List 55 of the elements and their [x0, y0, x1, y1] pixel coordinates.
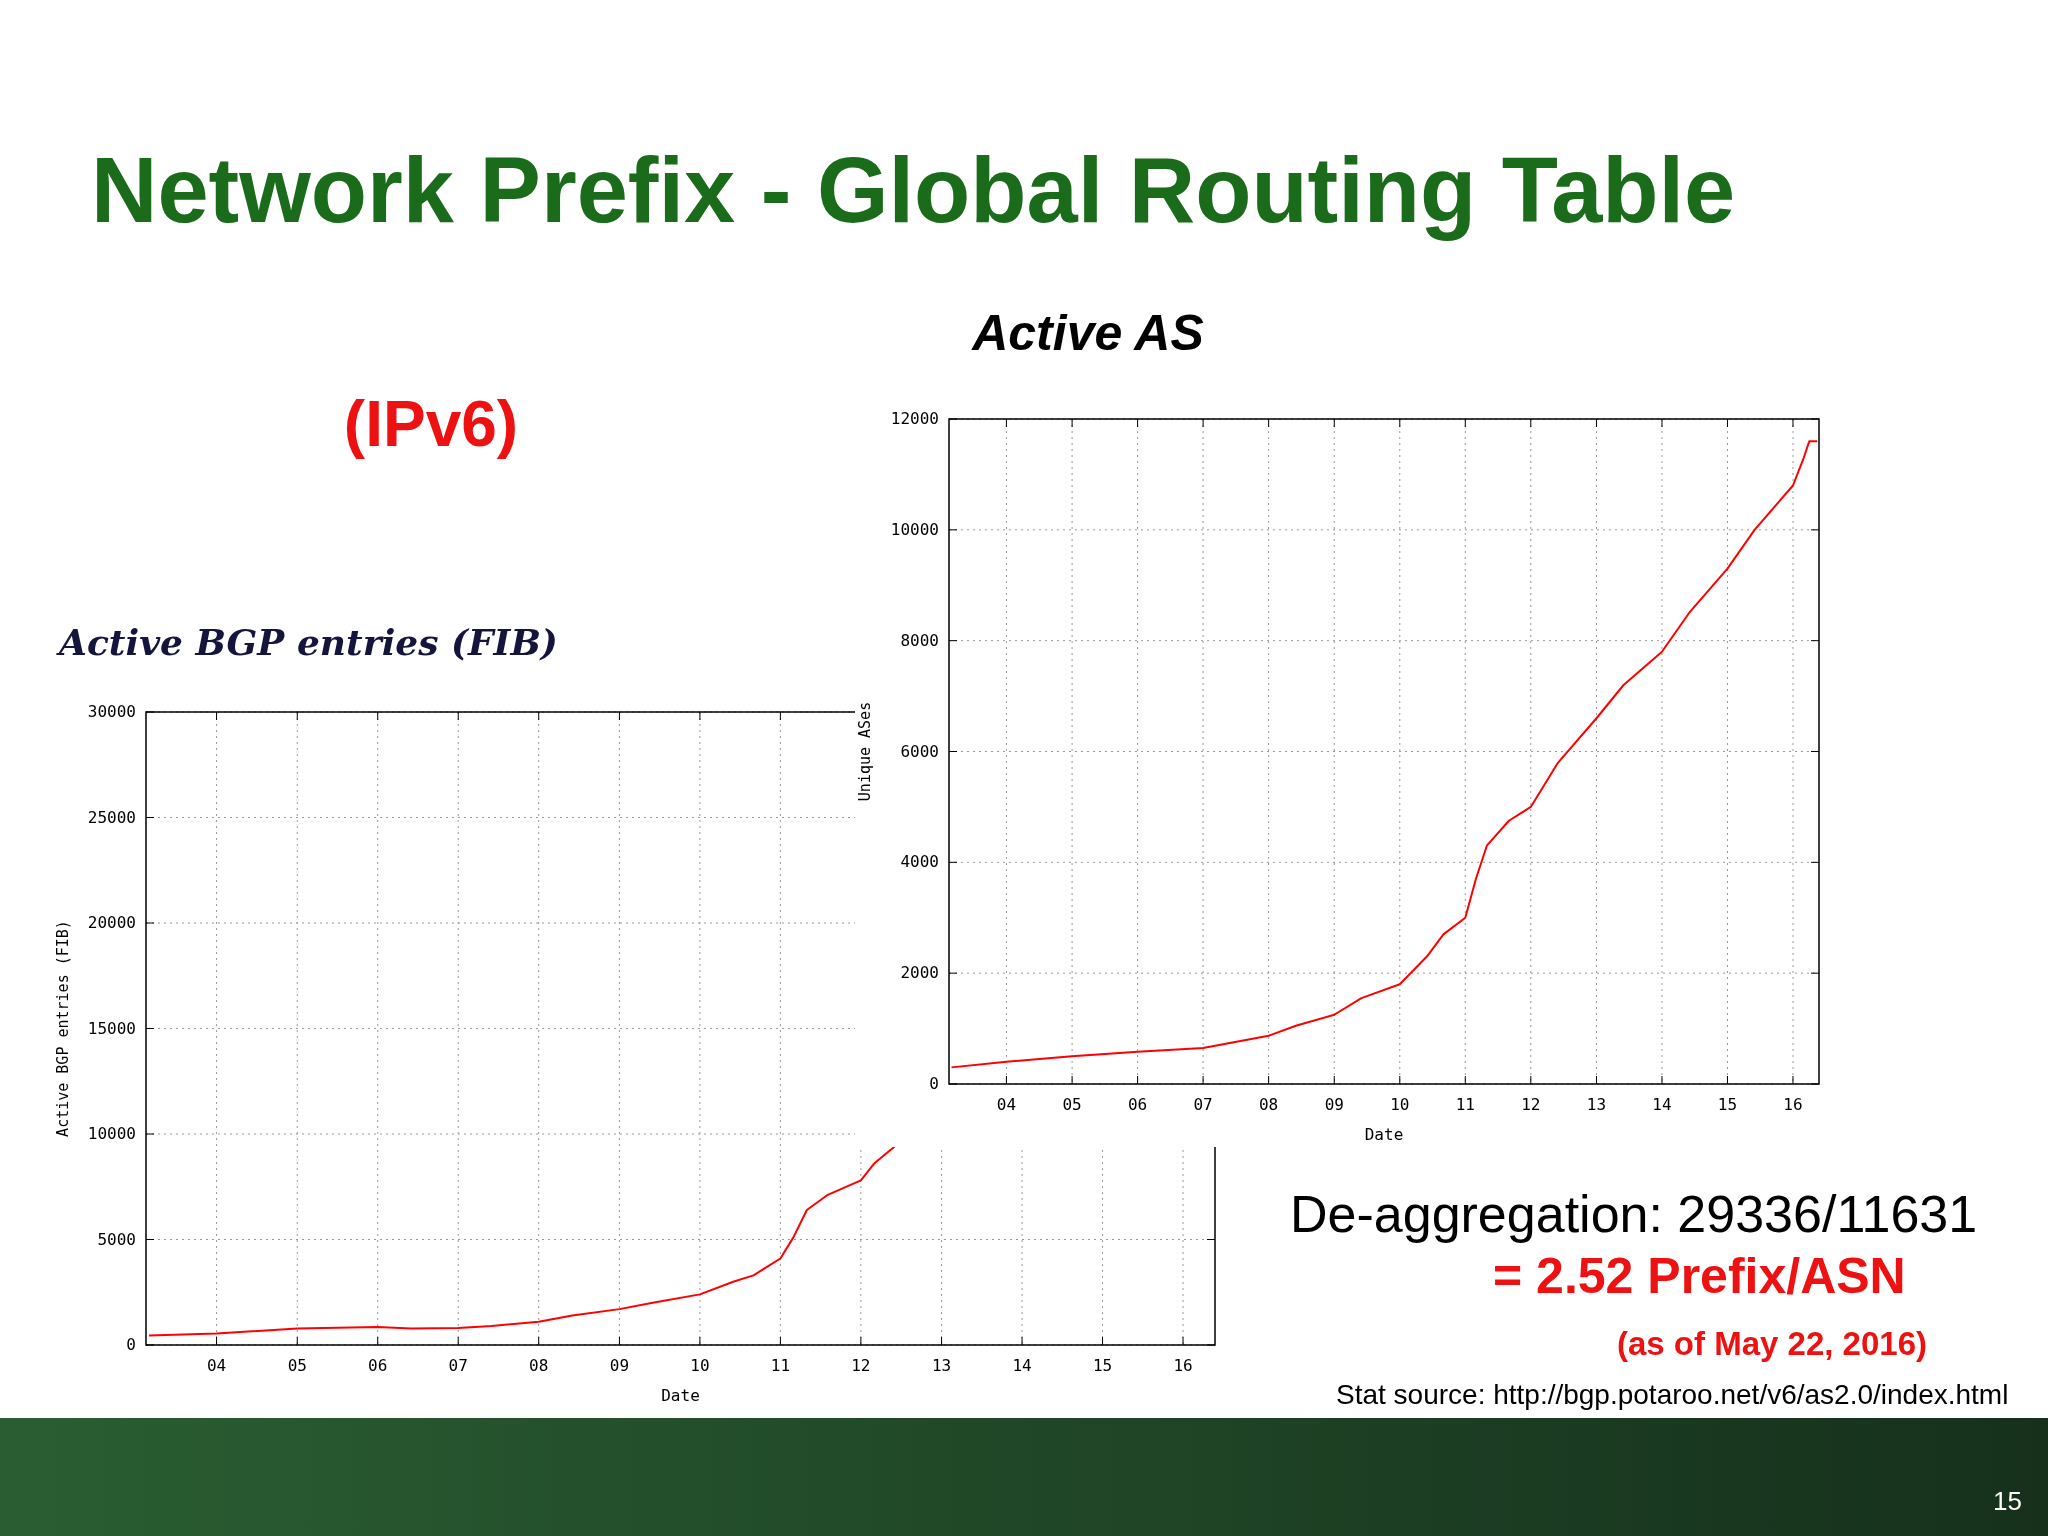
text: = 2.52 Prefix/ASN: [1493, 1248, 1906, 1304]
text: (as of May 22, 2016): [1617, 1325, 1927, 1362]
x-tick-label: 10: [1390, 1095, 1410, 1114]
line-series: [950, 440, 1819, 1069]
text: 15: [1993, 1486, 2022, 1516]
x-tick-label: 13: [1586, 1095, 1607, 1114]
y-tick-label: 10000: [890, 519, 939, 539]
y-tick-label: 30000: [87, 702, 136, 721]
text: Network Prefix - Global Routing Table: [91, 139, 1736, 241]
x-tick-label: 05: [1062, 1095, 1082, 1114]
x-tick-label: 09: [1324, 1095, 1344, 1114]
x-tick-label: 11: [770, 1356, 791, 1375]
y-tick-label: 8000: [900, 630, 939, 650]
x-tick-label: 12: [851, 1356, 871, 1375]
x-tick-label: 09: [609, 1356, 630, 1375]
x-tick-label: 15: [1717, 1095, 1738, 1114]
x-tick-label: 16: [1173, 1356, 1193, 1375]
y-tick-label: 25000: [87, 807, 136, 827]
x-tick-label: 10: [690, 1356, 710, 1375]
x-tick-label: 04: [996, 1095, 1017, 1114]
y-tick-label: 4000: [900, 852, 939, 872]
line-series: [148, 1145, 896, 1337]
y-tick-label: 12000: [890, 409, 939, 428]
y-tick-label: 0: [929, 1074, 939, 1093]
y-tick-label: 15000: [87, 1018, 136, 1038]
y-axis-title: Unique ASes: [856, 701, 874, 802]
x-tick-label: 14: [1652, 1095, 1672, 1114]
y-axis-title: Active BGP entries (FIB): [54, 920, 72, 1137]
y-tick-label: 0: [126, 1335, 136, 1354]
x-tick-label: 13: [931, 1356, 952, 1375]
x-tick-label: 07: [1193, 1095, 1213, 1114]
x-tick-label: 12: [1521, 1095, 1541, 1114]
x-tick-label: 07: [448, 1356, 468, 1375]
x-tick-label: 06: [368, 1356, 388, 1375]
text: Stat source: http://bgp.potaroo.net/v6/as2.0/index.html: [1336, 1379, 2009, 1410]
x-tick-label: 08: [1258, 1095, 1279, 1114]
x-tick-label: 05: [287, 1356, 307, 1375]
y-tick-label: 20000: [87, 913, 136, 932]
x-tick-label: 14: [1012, 1356, 1032, 1375]
x-tick-label: 11: [1455, 1095, 1475, 1114]
text: (IPv6): [343, 388, 519, 460]
chart-title: Active AS: [970, 305, 1204, 361]
y-tick-label: 2000: [900, 963, 939, 983]
text: De-aggregation: 29336/11631: [1290, 1185, 1978, 1243]
y-tick-label: 5000: [97, 1229, 136, 1249]
x-axis-title: Date: [1364, 1125, 1404, 1144]
x-tick-label: 08: [529, 1356, 549, 1375]
x-axis-title: Date: [661, 1386, 700, 1405]
y-tick-label: 10000: [87, 1124, 136, 1143]
y-tick-label: 6000: [900, 741, 939, 761]
x-tick-label: 04: [206, 1356, 227, 1375]
chart-title: Active BGP entries (FIB): [56, 621, 558, 663]
x-tick-label: 06: [1127, 1095, 1148, 1114]
x-tick-label: 15: [1092, 1356, 1113, 1375]
x-tick-label: 16: [1783, 1095, 1803, 1114]
